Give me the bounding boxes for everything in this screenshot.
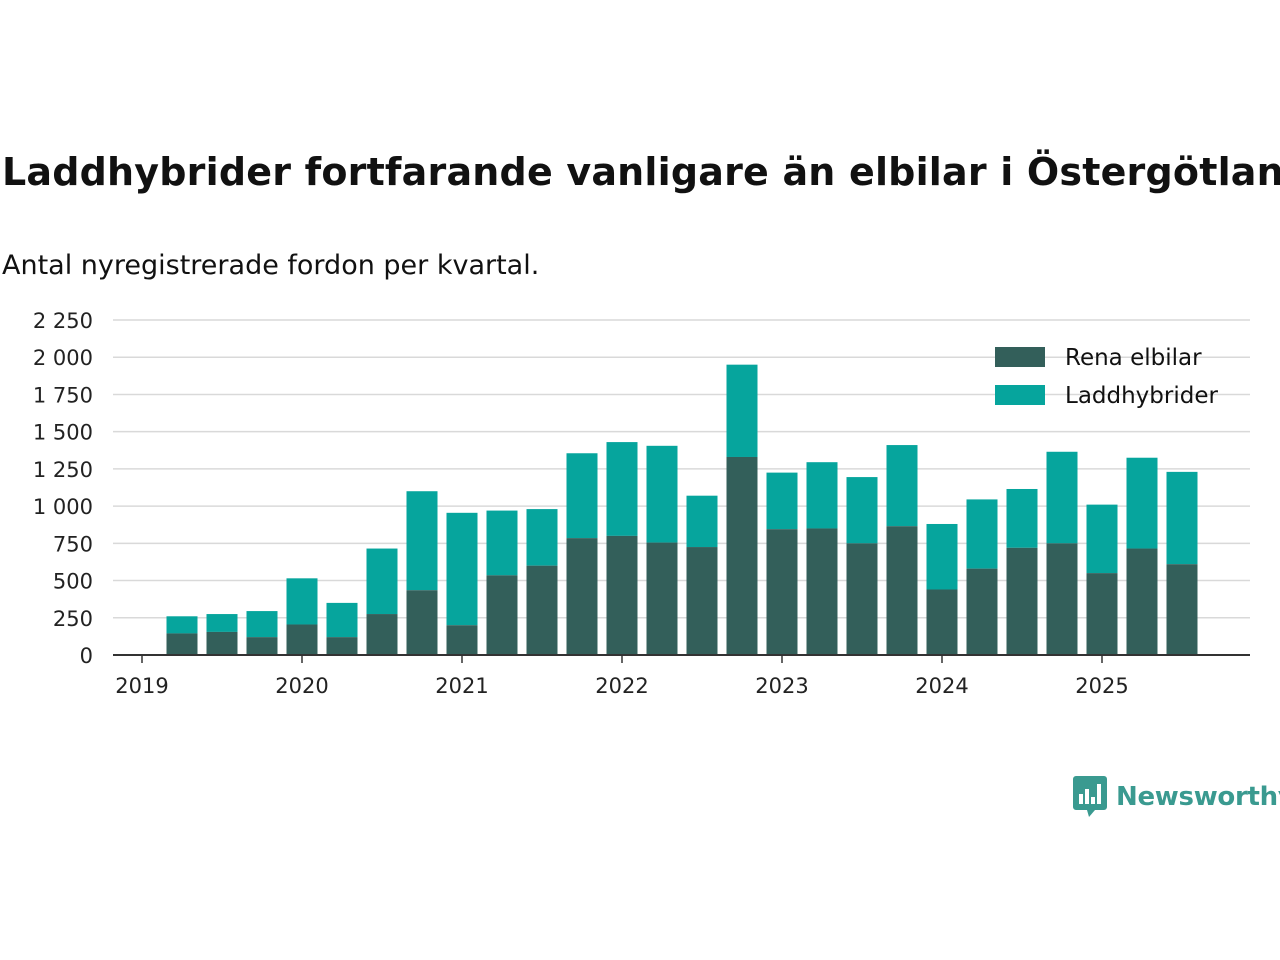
bar-elbilar (926, 589, 958, 655)
bar-laddhybrider (206, 614, 238, 632)
bars (166, 364, 1198, 655)
bar-elbilar (326, 637, 358, 655)
newsworthy-logo-icon (1073, 776, 1107, 817)
legend-label-elbilar: Rena elbilar (1065, 345, 1202, 371)
bar-elbilar (806, 528, 838, 655)
bar-elbilar (566, 538, 598, 655)
brand-name: Newsworthy (1116, 782, 1280, 812)
bar-laddhybrider (246, 611, 278, 638)
x-tick-label: 2023 (755, 674, 808, 698)
bar-elbilar (526, 565, 558, 655)
bar-elbilar (1086, 573, 1118, 655)
chart-title: Laddhybrider fortfarande vanligare än el… (2, 150, 1280, 194)
y-tick-label: 750 (53, 532, 93, 556)
legend-label-laddhybrider: Laddhybrider (1065, 383, 1218, 409)
bar-laddhybrider (366, 548, 398, 615)
bar-elbilar (446, 625, 478, 655)
chart-subtitle: Antal nyregistrerade fordon per kvartal. (2, 250, 540, 281)
bar-laddhybrider (326, 602, 358, 638)
bar-laddhybrider (406, 491, 438, 591)
bar-laddhybrider (286, 578, 318, 625)
bar-laddhybrider (966, 499, 998, 569)
bar-laddhybrider (1126, 457, 1158, 549)
y-tick-label: 0 (80, 644, 93, 668)
y-tick-label: 1 500 (33, 421, 93, 445)
bar-laddhybrider (926, 523, 958, 590)
bar-elbilar (1046, 543, 1078, 655)
y-tick-label: 1 000 (33, 495, 93, 519)
bar-laddhybrider (446, 512, 478, 626)
bar-elbilar (486, 575, 518, 655)
bar-elbilar (246, 637, 278, 655)
bar-elbilar (206, 631, 238, 655)
bar-laddhybrider (1046, 451, 1078, 544)
bar-elbilar (366, 614, 398, 655)
bar-elbilar (1006, 547, 1038, 655)
bar-laddhybrider (726, 364, 758, 457)
x-tick-label: 2024 (915, 674, 968, 698)
x-axis: 2019 2020 2021 2022 2023 2024 2025 (113, 654, 1250, 698)
bar-elbilar (286, 624, 318, 655)
bar-laddhybrider (606, 442, 638, 536)
bar-laddhybrider (526, 509, 558, 566)
bar-elbilar (1166, 564, 1198, 655)
bar-elbilar (646, 542, 678, 655)
y-axis-labels: 0 250 500 750 1 000 1 250 1 500 1 750 2 000 2 250 (33, 309, 93, 668)
bar-elbilar (766, 529, 798, 655)
legend: Rena elbilar Laddhybrider (995, 345, 1218, 409)
y-tick-label: 1 250 (33, 458, 93, 482)
bar-laddhybrider (846, 477, 878, 544)
bar-elbilar (166, 633, 198, 655)
bar-laddhybrider (806, 462, 838, 529)
bar-laddhybrider (646, 445, 678, 543)
bar-elbilar (406, 590, 438, 655)
bar-elbilar (726, 456, 758, 655)
bar-laddhybrider (766, 472, 798, 530)
bar-elbilar (886, 526, 918, 655)
x-tick-label: 2022 (595, 674, 648, 698)
bar-elbilar (1126, 548, 1158, 655)
brand-logo: Newsworthy (1073, 776, 1280, 818)
x-tick-label: 2025 (1075, 674, 1128, 698)
y-tick-label: 2 000 (33, 346, 93, 370)
legend-swatch-elbilar (995, 347, 1045, 367)
x-tick-label: 2021 (435, 674, 488, 698)
y-tick-label: 500 (53, 570, 93, 594)
bar-elbilar (686, 547, 718, 655)
legend-swatch-laddhybrider (995, 385, 1045, 405)
bar-elbilar (606, 535, 638, 655)
bar-elbilar (966, 568, 998, 655)
bar-laddhybrider (886, 445, 918, 527)
x-tick-label: 2020 (275, 674, 328, 698)
bar-laddhybrider (1006, 488, 1038, 548)
bar-laddhybrider (566, 453, 598, 539)
bar-laddhybrider (1166, 471, 1198, 565)
bar-laddhybrider (1086, 504, 1118, 574)
bar-laddhybrider (486, 510, 518, 576)
y-tick-label: 2 250 (33, 309, 93, 333)
bar-elbilar (846, 543, 878, 655)
bar-laddhybrider (686, 495, 718, 548)
y-tick-label: 250 (53, 607, 93, 631)
y-tick-label: 1 750 (33, 383, 93, 407)
bar-laddhybrider (166, 616, 198, 634)
x-tick-label: 2019 (115, 674, 168, 698)
